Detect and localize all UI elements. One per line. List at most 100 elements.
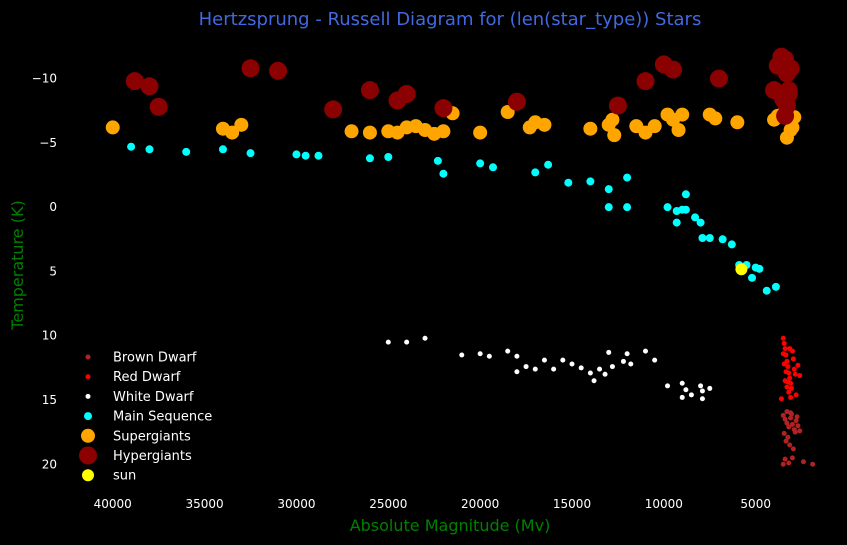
data-point — [707, 385, 713, 391]
x-tick-label: 40000 — [94, 497, 132, 511]
data-point — [789, 421, 795, 427]
data-point — [696, 218, 705, 227]
legend-marker — [81, 428, 95, 443]
data-point — [125, 72, 144, 91]
data-point — [541, 357, 547, 363]
legend-label: Hypergiants — [113, 449, 192, 464]
data-point — [620, 358, 626, 364]
data-point — [780, 335, 786, 341]
y-axis-ticks: −10 −5 0 5 10 15 20 — [32, 72, 57, 472]
data-point — [182, 147, 191, 156]
data-point — [149, 97, 168, 116]
data-point — [477, 351, 483, 357]
legend-label: sun — [113, 469, 136, 484]
data-point — [735, 263, 748, 276]
data-point — [404, 339, 410, 345]
data-point — [672, 218, 681, 227]
data-point — [755, 264, 764, 273]
data-point — [127, 142, 136, 151]
data-point — [564, 178, 573, 187]
data-point — [569, 361, 575, 367]
data-point — [781, 361, 787, 367]
data-point — [718, 235, 727, 244]
x-tick-label: 5000 — [740, 497, 771, 511]
data-point — [787, 442, 793, 448]
data-point — [609, 364, 615, 370]
data-point — [608, 96, 627, 115]
data-point — [789, 385, 795, 391]
data-point — [797, 373, 803, 379]
series-supergiants — [105, 105, 802, 145]
data-point — [771, 282, 780, 291]
data-point — [788, 410, 794, 416]
data-point — [705, 234, 714, 242]
x-tick-label: 20000 — [461, 497, 499, 511]
data-point — [560, 357, 566, 363]
data-point — [225, 125, 240, 140]
data-point — [604, 203, 613, 212]
data-point — [792, 429, 798, 435]
data-point — [699, 388, 705, 394]
data-point — [314, 151, 323, 160]
data-point — [628, 361, 634, 367]
data-point — [624, 351, 630, 357]
data-point — [578, 365, 584, 371]
data-point — [675, 107, 690, 122]
data-point — [780, 412, 786, 418]
data-point — [532, 366, 538, 372]
data-point — [647, 119, 662, 134]
data-point — [782, 346, 788, 352]
data-point — [784, 420, 790, 426]
legend-marker — [85, 374, 91, 380]
data-point — [785, 379, 791, 385]
data-point — [362, 125, 377, 140]
data-point — [652, 357, 658, 363]
data-point — [607, 128, 622, 143]
data-point — [344, 124, 359, 139]
data-point — [473, 125, 488, 140]
series-sun — [735, 263, 748, 276]
legend-marker — [85, 393, 91, 399]
data-point — [781, 430, 787, 436]
y-tick-label: −5 — [39, 136, 57, 150]
data-point — [140, 77, 159, 96]
data-point — [691, 213, 700, 222]
data-point — [537, 117, 552, 132]
data-point — [786, 460, 792, 466]
data-point — [551, 366, 557, 372]
data-point — [486, 353, 492, 359]
data-point — [783, 369, 789, 375]
y-axis-label: Temperature (K) — [8, 200, 27, 330]
data-point — [783, 438, 789, 444]
data-point — [788, 394, 794, 400]
data-point — [800, 459, 806, 465]
data-point — [699, 396, 705, 402]
data-point — [709, 69, 728, 88]
x-tick-label: 30000 — [277, 497, 315, 511]
data-point — [505, 348, 511, 354]
legend-label: Red Dwarf — [113, 370, 181, 385]
data-point — [781, 340, 787, 346]
data-point — [439, 169, 448, 178]
data-point — [523, 364, 529, 370]
data-point — [782, 456, 788, 462]
x-axis-label: Absolute Magnitude (Mv) — [350, 516, 551, 535]
data-point — [436, 124, 451, 139]
data-point — [507, 92, 526, 111]
data-point — [679, 380, 685, 386]
data-point — [218, 145, 227, 154]
data-point — [422, 335, 428, 341]
data-point — [787, 375, 793, 381]
data-point — [531, 168, 540, 177]
data-point — [384, 153, 393, 161]
chart-title: Hertzsprung - Russell Diagram for (len(s… — [199, 9, 702, 30]
data-point — [782, 416, 788, 422]
data-point — [688, 392, 694, 398]
data-point — [790, 356, 796, 362]
x-tick-label: 10000 — [645, 497, 683, 511]
data-point — [105, 120, 120, 135]
data-point — [785, 364, 791, 370]
data-point — [776, 106, 795, 125]
data-point — [360, 81, 379, 100]
